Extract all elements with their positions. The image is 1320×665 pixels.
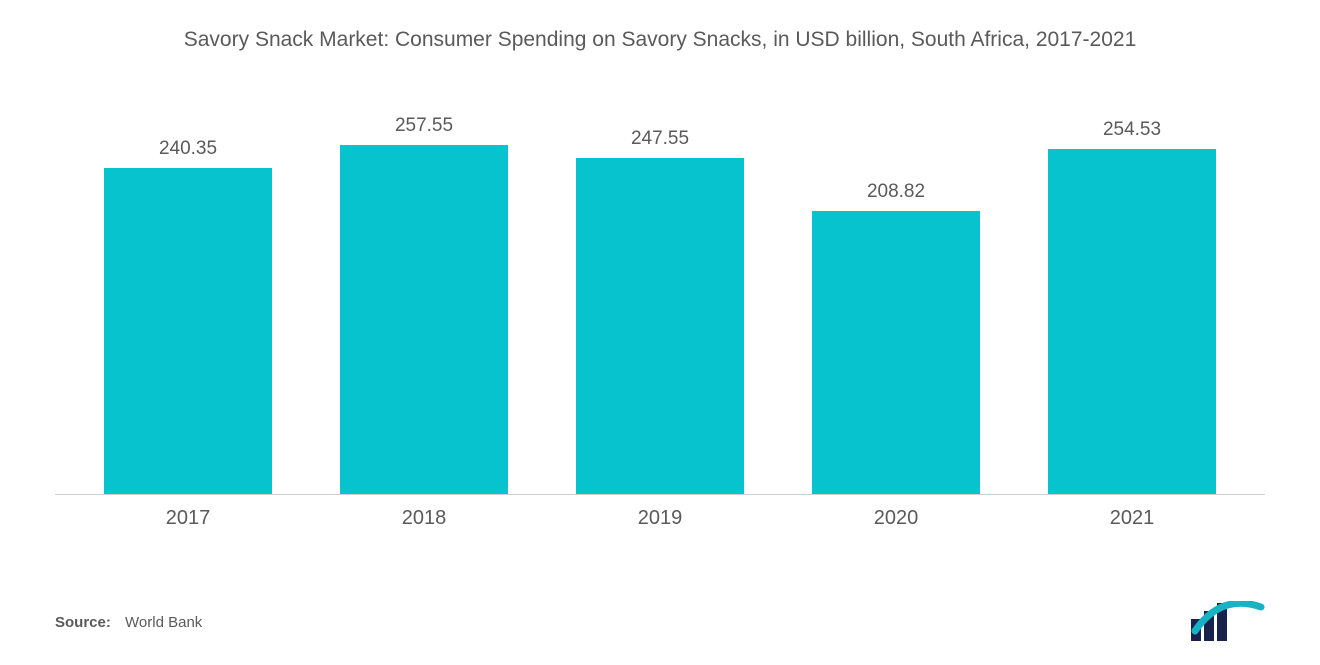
bar-value-label: 240.35 bbox=[159, 138, 217, 160]
plot-area: 240.35 257.55 247.55 208.82 254.53 bbox=[55, 115, 1265, 495]
source-attribution: Source: World Bank bbox=[55, 614, 202, 631]
bar bbox=[812, 211, 980, 494]
chart-title: Savory Snack Market: Consumer Spending o… bbox=[135, 25, 1185, 55]
bar bbox=[576, 158, 744, 494]
source-label: Source: bbox=[55, 614, 111, 631]
bar bbox=[104, 168, 272, 494]
bar-slot: 257.55 bbox=[306, 115, 542, 494]
x-axis-label: 2018 bbox=[306, 507, 542, 530]
bar-value-label: 254.53 bbox=[1103, 119, 1161, 141]
x-axis-label: 2021 bbox=[1014, 507, 1250, 530]
bar bbox=[1048, 149, 1216, 494]
brand-logo-icon bbox=[1191, 601, 1265, 641]
chart-container: Savory Snack Market: Consumer Spending o… bbox=[0, 0, 1320, 665]
bar-slot: 247.55 bbox=[542, 115, 778, 494]
bar bbox=[340, 145, 508, 494]
bar-value-label: 257.55 bbox=[395, 115, 453, 137]
x-axis-label: 2020 bbox=[778, 507, 1014, 530]
x-axis-label: 2017 bbox=[70, 507, 306, 530]
bar-slot: 240.35 bbox=[70, 115, 306, 494]
bar-slot: 254.53 bbox=[1014, 115, 1250, 494]
bar-value-label: 247.55 bbox=[631, 128, 689, 150]
bar-slot: 208.82 bbox=[778, 115, 1014, 494]
x-axis-labels: 20172018201920202021 bbox=[55, 507, 1265, 530]
source-text: World Bank bbox=[125, 614, 202, 631]
bar-value-label: 208.82 bbox=[867, 181, 925, 203]
x-axis-label: 2019 bbox=[542, 507, 778, 530]
